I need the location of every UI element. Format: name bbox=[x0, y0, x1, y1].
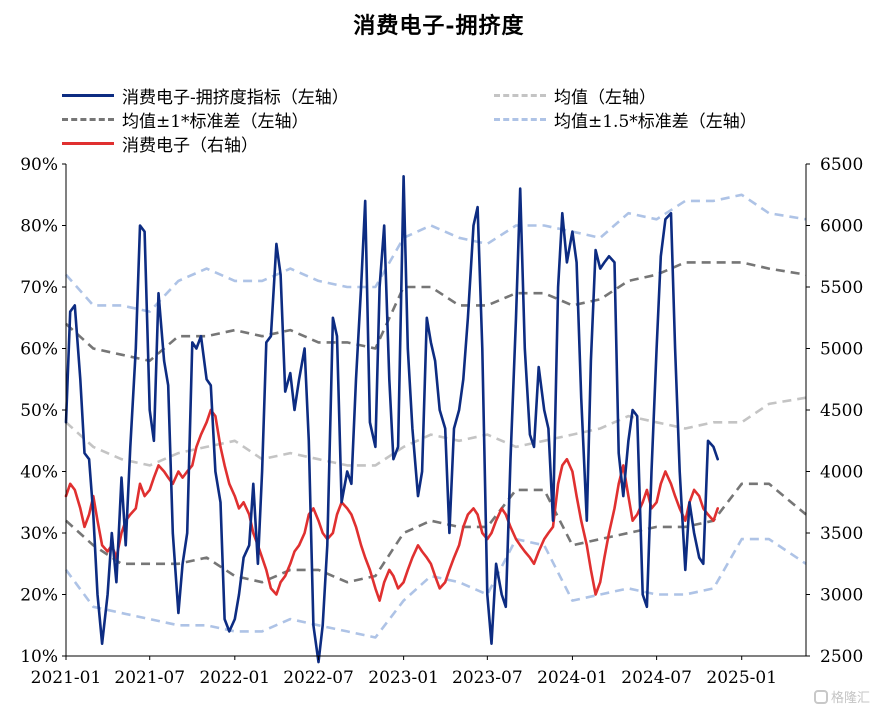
legend-item-mean: 均值（左轴） bbox=[494, 84, 656, 108]
series-line-1 bbox=[65, 396, 807, 467]
series-line-3-upper bbox=[65, 193, 807, 313]
y-right-tick-label: 5000 bbox=[820, 340, 863, 360]
legend-label-mean: 均值（左轴） bbox=[554, 87, 656, 108]
series-line-2-upper bbox=[65, 261, 807, 363]
x-tick-label: 2024-07 bbox=[621, 668, 692, 688]
y-right-tick-label: 4000 bbox=[820, 463, 863, 483]
series-line-0 bbox=[64, 175, 719, 664]
x-tick-label: 2022-01 bbox=[199, 668, 270, 688]
series-line-3-lower bbox=[64, 537, 807, 639]
legend-swatch-mean bbox=[494, 93, 546, 97]
y-left-tick-label: 30% bbox=[20, 524, 58, 544]
legend-label-crowding-index: 消费电子-拥挤度指标（左轴） bbox=[122, 87, 349, 108]
y-left-tick-label: 60% bbox=[20, 340, 58, 360]
series-line-2-lower bbox=[65, 482, 807, 584]
y-left-tick-label: 90% bbox=[20, 155, 58, 175]
y-right-tick-label: 6500 bbox=[820, 155, 863, 175]
y-right-tick-label: 6000 bbox=[820, 217, 863, 237]
legend-swatch-mean-1sd bbox=[62, 117, 114, 121]
y-left-tick-label: 20% bbox=[20, 586, 58, 606]
x-tick-label: 2023-01 bbox=[368, 668, 439, 688]
chart-title: 消费电子-拥挤度 bbox=[353, 13, 525, 39]
y-right-tick-label: 3000 bbox=[820, 586, 863, 606]
logo-lettering: 格隆汇 bbox=[830, 691, 870, 706]
x-tick-label: 2024-01 bbox=[537, 668, 608, 688]
y-left-tick-label: 70% bbox=[20, 278, 58, 298]
legend-label-mean-1sd: 均值±1*标准差（左轴） bbox=[122, 111, 309, 132]
y-right-tick-label: 3500 bbox=[820, 524, 863, 544]
logo-icon bbox=[813, 689, 828, 704]
series-line-4 bbox=[64, 408, 719, 602]
legend-swatch-crowding-index bbox=[62, 93, 114, 97]
legend-swatch-consumer-electronics bbox=[62, 141, 114, 145]
y-left-tick-label: 50% bbox=[20, 401, 58, 421]
y-right-tick-label: 5500 bbox=[820, 278, 863, 298]
legend-label-consumer-electronics: 消费电子（右轴） bbox=[122, 135, 258, 156]
legend-swatch-mean-1-5sd bbox=[494, 117, 546, 121]
watermark-logo: 格隆汇 bbox=[813, 687, 870, 706]
x-tick-label: 2022-07 bbox=[283, 668, 354, 688]
y-left-tick-label: 40% bbox=[20, 463, 58, 483]
legend-item-mean-1sd: 均值±1*标准差（左轴） bbox=[62, 108, 309, 132]
x-tick-label: 2021-01 bbox=[31, 668, 102, 688]
legend-item-consumer-electronics: 消费电子（右轴） bbox=[62, 132, 258, 156]
x-tick-label: 2021-07 bbox=[114, 668, 185, 688]
legend-item-crowding-index: 消费电子-拥挤度指标（左轴） bbox=[62, 84, 349, 108]
y-left-tick-label: 10% bbox=[20, 647, 58, 667]
y-left-tick-label: 80% bbox=[20, 217, 58, 237]
y-right-tick-label: 2500 bbox=[820, 647, 863, 667]
legend-label-mean-1-5sd: 均值±1.5*标准差（左轴） bbox=[554, 111, 757, 132]
legend-item-mean-1-5sd: 均值±1.5*标准差（左轴） bbox=[494, 108, 757, 132]
x-tick-label: 2025-01 bbox=[706, 668, 777, 688]
y-right-tick-label: 4500 bbox=[820, 401, 863, 421]
x-tick-label: 2023-07 bbox=[452, 668, 523, 688]
